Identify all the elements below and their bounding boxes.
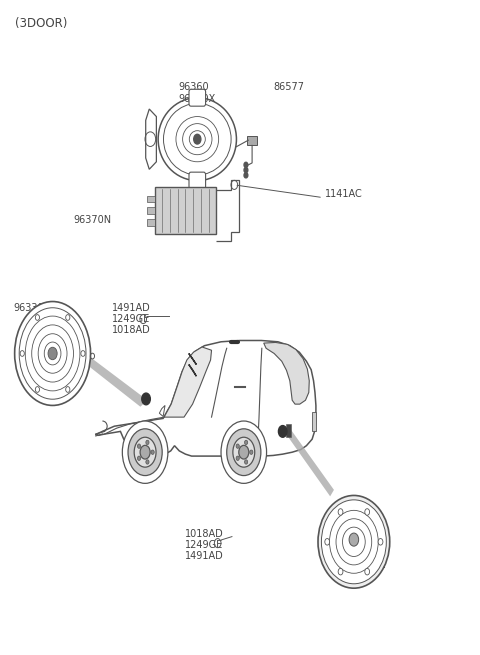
Circle shape — [122, 421, 168, 483]
Bar — [287, 424, 291, 437]
Circle shape — [137, 456, 141, 460]
Circle shape — [151, 450, 154, 455]
Circle shape — [233, 438, 255, 467]
Circle shape — [36, 386, 39, 392]
Polygon shape — [264, 343, 309, 404]
Bar — [247, 136, 257, 145]
Text: 1491AD: 1491AD — [112, 303, 151, 313]
Circle shape — [20, 350, 24, 356]
Circle shape — [48, 347, 57, 360]
Circle shape — [365, 509, 370, 515]
Circle shape — [278, 426, 287, 438]
Bar — [147, 219, 155, 225]
Circle shape — [365, 569, 370, 575]
Bar — [147, 196, 155, 202]
Polygon shape — [86, 358, 147, 407]
Circle shape — [137, 444, 141, 448]
Circle shape — [244, 162, 248, 168]
Circle shape — [244, 173, 248, 178]
FancyBboxPatch shape — [189, 172, 205, 189]
Circle shape — [66, 314, 70, 320]
FancyBboxPatch shape — [189, 89, 205, 106]
Ellipse shape — [318, 495, 390, 588]
Text: 1249GE: 1249GE — [112, 314, 150, 324]
Bar — [155, 187, 216, 234]
Circle shape — [128, 429, 162, 476]
Circle shape — [244, 440, 248, 445]
Text: 1141AC: 1141AC — [325, 189, 363, 199]
Text: 96360: 96360 — [179, 83, 209, 92]
Circle shape — [244, 460, 248, 464]
Polygon shape — [189, 365, 196, 376]
Circle shape — [236, 456, 240, 460]
Circle shape — [349, 533, 359, 546]
Circle shape — [194, 134, 201, 144]
Circle shape — [14, 301, 91, 405]
Circle shape — [32, 325, 73, 382]
Text: 1018AD: 1018AD — [185, 529, 224, 539]
Circle shape — [146, 460, 149, 464]
Polygon shape — [146, 109, 156, 169]
Circle shape — [250, 450, 253, 455]
Text: 96370N: 96370N — [73, 215, 111, 225]
Text: (3DOOR): (3DOOR) — [14, 17, 67, 30]
Text: 96330L: 96330L — [349, 559, 385, 570]
Circle shape — [221, 421, 266, 483]
Text: 1491AD: 1491AD — [185, 551, 224, 561]
Circle shape — [227, 429, 261, 476]
Circle shape — [338, 509, 343, 515]
Text: 1249GE: 1249GE — [185, 540, 224, 550]
Polygon shape — [287, 428, 334, 496]
Polygon shape — [189, 354, 196, 365]
Polygon shape — [159, 405, 165, 417]
Text: 96330R: 96330R — [13, 303, 51, 313]
Bar — [312, 412, 316, 432]
Text: 86577: 86577 — [273, 83, 304, 92]
Circle shape — [134, 438, 156, 467]
Circle shape — [44, 342, 61, 365]
Circle shape — [325, 538, 330, 545]
Circle shape — [378, 538, 383, 545]
Circle shape — [338, 569, 343, 575]
Circle shape — [244, 168, 248, 173]
Text: 96360X: 96360X — [179, 94, 216, 104]
Bar — [147, 208, 155, 214]
Circle shape — [19, 308, 86, 399]
Circle shape — [142, 393, 150, 405]
Circle shape — [36, 314, 39, 320]
Circle shape — [140, 445, 150, 459]
Circle shape — [146, 440, 149, 445]
Circle shape — [38, 334, 67, 373]
Polygon shape — [164, 347, 212, 417]
Circle shape — [66, 386, 70, 392]
Polygon shape — [96, 341, 316, 456]
Circle shape — [239, 445, 249, 459]
Circle shape — [25, 316, 80, 391]
Ellipse shape — [322, 500, 386, 584]
Circle shape — [236, 444, 240, 448]
Circle shape — [81, 350, 85, 356]
Text: 1018AD: 1018AD — [112, 325, 151, 335]
